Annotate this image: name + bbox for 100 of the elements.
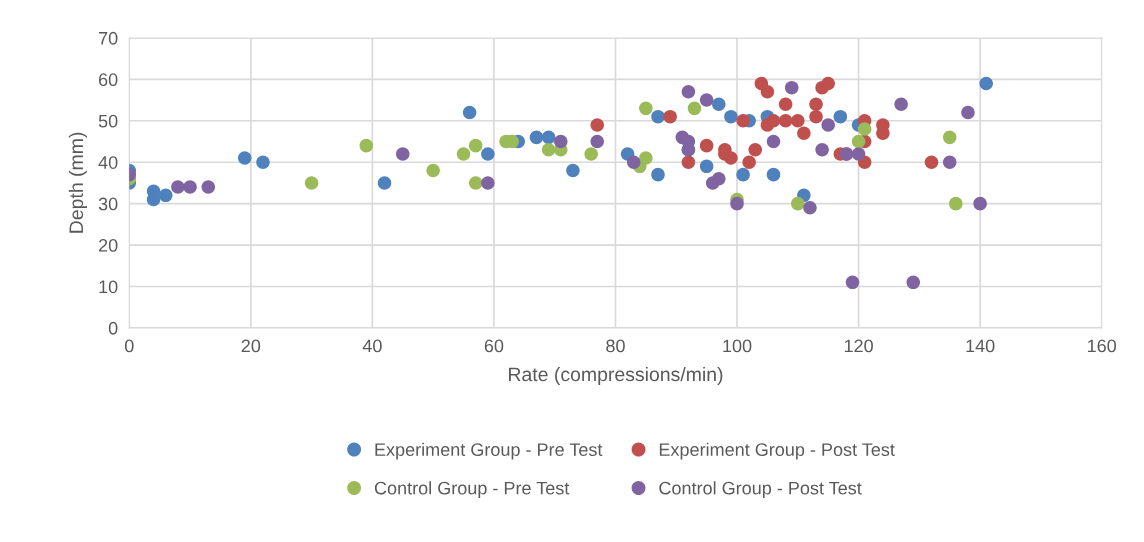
point — [791, 196, 805, 211]
x-tick-label: 60 — [484, 339, 504, 353]
point — [663, 109, 677, 124]
point — [590, 134, 605, 149]
point — [590, 118, 605, 132]
point — [730, 196, 744, 211]
point — [256, 155, 270, 169]
point — [742, 155, 756, 169]
point — [821, 76, 835, 91]
point — [304, 176, 319, 190]
legend-label: Control Group - Pre Test — [374, 481, 570, 499]
point — [949, 196, 963, 211]
y-tick-label: 20 — [98, 239, 118, 252]
point — [681, 155, 696, 169]
point — [961, 105, 975, 120]
point — [468, 138, 483, 153]
point — [456, 147, 471, 161]
y-tick-label: 50 — [98, 114, 118, 128]
point — [651, 109, 665, 124]
point — [724, 151, 738, 165]
point — [481, 147, 495, 161]
x-tick-label: 100 — [723, 339, 752, 353]
point — [736, 167, 750, 182]
point — [426, 163, 440, 178]
x-tick-label: 80 — [606, 339, 625, 353]
point — [481, 176, 495, 190]
point — [803, 201, 817, 215]
point — [748, 143, 763, 157]
point — [681, 85, 696, 99]
point — [815, 143, 829, 157]
point — [462, 105, 477, 120]
point — [766, 134, 781, 149]
x-tick-label: 0 — [124, 339, 134, 353]
legend-label: Control Group - Post Test — [659, 481, 862, 499]
point — [158, 188, 173, 203]
point — [712, 172, 726, 186]
point — [566, 163, 580, 178]
y-tick-label: 60 — [99, 73, 118, 87]
point — [626, 155, 641, 169]
point — [778, 97, 793, 111]
point — [809, 97, 823, 111]
point — [687, 101, 702, 116]
point — [541, 143, 556, 157]
point — [809, 109, 823, 124]
point — [359, 138, 374, 153]
point — [821, 118, 835, 132]
point — [857, 122, 872, 136]
point — [395, 147, 410, 161]
point — [171, 180, 185, 194]
point — [851, 134, 866, 149]
y-axis-title: Depth (mm) — [68, 132, 87, 233]
point — [651, 167, 665, 182]
point — [979, 76, 993, 91]
point — [554, 134, 568, 149]
point — [237, 151, 252, 165]
point — [724, 109, 738, 124]
point — [183, 180, 197, 194]
x-tick-label: 20 — [241, 339, 261, 353]
point — [894, 97, 908, 111]
point — [699, 159, 714, 174]
point — [541, 130, 556, 145]
x-tick-label: 160 — [1087, 339, 1117, 353]
point — [377, 176, 392, 190]
x-axis-title: Rate (compressions/min) — [509, 366, 723, 386]
point — [784, 80, 799, 95]
point — [712, 97, 726, 111]
point — [639, 101, 653, 116]
point — [845, 275, 860, 290]
point — [736, 114, 750, 128]
point — [766, 114, 781, 128]
point — [942, 155, 957, 169]
point — [760, 85, 775, 99]
point — [584, 147, 598, 161]
point — [942, 130, 957, 145]
point — [791, 114, 805, 128]
point — [906, 275, 921, 290]
point — [766, 167, 781, 182]
point — [201, 180, 216, 194]
point — [797, 126, 811, 140]
y-tick-label: 70 — [99, 31, 118, 45]
y-tick-label: 30 — [98, 197, 118, 211]
y-tick-label: 10 — [99, 280, 118, 294]
legend-label: Experiment Group - Pre Test — [375, 442, 603, 460]
point — [778, 114, 793, 128]
point — [973, 196, 987, 211]
x-tick-label: 140 — [966, 339, 995, 353]
point — [851, 147, 866, 161]
point — [833, 109, 848, 124]
x-tick-label: 40 — [362, 339, 382, 353]
point — [146, 184, 161, 198]
point — [699, 93, 714, 107]
point — [699, 138, 714, 153]
point — [639, 151, 653, 165]
legend-label: Experiment Group - Post Test — [659, 442, 895, 460]
point — [529, 130, 544, 145]
x-tick-label: 120 — [844, 339, 873, 353]
point — [924, 155, 939, 169]
y-tick-label: 0 — [108, 321, 118, 335]
point — [468, 176, 483, 190]
y-tick-label: 40 — [98, 156, 118, 169]
